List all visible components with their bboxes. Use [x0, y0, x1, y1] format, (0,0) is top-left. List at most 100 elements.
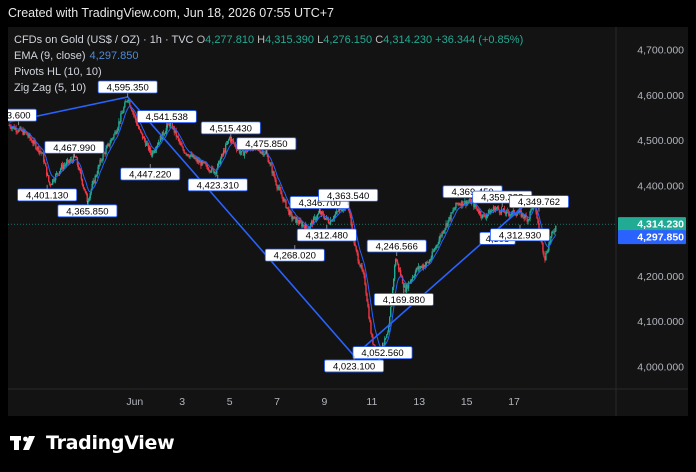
candle-body	[113, 134, 115, 138]
candle-body	[138, 128, 141, 130]
candle-body	[78, 168, 81, 170]
candle-body	[490, 210, 493, 212]
candle-body	[53, 180, 56, 182]
candle-body	[453, 209, 455, 211]
candle-body	[178, 138, 180, 142]
legend-ema-row[interactable]: EMA (9, close) 4,297.850	[14, 48, 523, 64]
candle-body	[261, 151, 263, 153]
candle-body	[386, 334, 388, 338]
pivot-label: 4,595.350	[97, 80, 158, 97]
candle-body	[226, 141, 229, 144]
legend-zigzag-row[interactable]: Zig Zag (5, 10)	[14, 80, 523, 96]
candle-body	[392, 278, 395, 288]
candle-body	[166, 124, 169, 129]
candle-body	[452, 210, 454, 213]
pivot-text: 4,365.850	[66, 206, 108, 217]
candle-body	[267, 155, 269, 162]
candle-body	[159, 135, 162, 143]
candle-body	[394, 259, 397, 266]
candle-body	[240, 150, 243, 153]
legend-high-label: H	[257, 34, 266, 46]
pivot-text: 4,447.220	[129, 170, 171, 181]
candle-body	[321, 211, 324, 214]
candle-body	[188, 155, 190, 158]
candle-body	[128, 100, 130, 101]
candle-body	[164, 132, 167, 134]
candle-body	[141, 133, 144, 139]
chart-area[interactable]: CFDs on Gold (US$ / OZ) · 1h · TVC O4,27…	[8, 27, 688, 416]
price-tag-text: 4,297.850	[637, 232, 684, 244]
candle-body	[460, 204, 462, 207]
candle-body	[200, 161, 202, 166]
candle-body	[108, 143, 110, 146]
candle-body	[543, 251, 545, 257]
candle-body	[482, 214, 485, 216]
candle-body	[49, 184, 52, 186]
candle-body	[105, 148, 107, 154]
candle-body	[389, 316, 391, 327]
candle-body	[229, 137, 232, 142]
x-tick-label: 11	[366, 396, 377, 408]
candle-body	[143, 137, 146, 141]
candle-body	[450, 212, 452, 220]
candle-body	[325, 216, 328, 219]
candle-body	[70, 159, 73, 161]
price-chart-svg[interactable]: 4,700.0004,600.0004,500.0004,400.0004,30…	[8, 27, 688, 416]
candle-body	[150, 152, 153, 156]
candle-body	[477, 211, 480, 214]
candle-body	[64, 164, 67, 166]
candle-body	[35, 142, 37, 149]
candle-body	[390, 306, 392, 317]
candle-body	[221, 154, 223, 159]
candle-body	[551, 232, 553, 237]
candle-body	[470, 199, 472, 204]
candle-body	[49, 181, 51, 185]
candle-body	[289, 210, 291, 215]
candle-body	[177, 136, 179, 139]
pivot-label: 4,363.540	[318, 188, 379, 206]
candle-body	[524, 214, 526, 219]
candle-body	[162, 131, 165, 135]
candle-body	[224, 144, 227, 153]
candle-body	[154, 149, 157, 152]
candle-body	[405, 284, 408, 292]
pivot-text: 4,475.850	[245, 139, 287, 150]
pivot-text: 4,359.388	[481, 193, 523, 204]
candle-body	[146, 143, 149, 145]
candle-body	[55, 172, 58, 175]
candle-body	[287, 207, 289, 209]
candle-body	[158, 142, 161, 144]
candle-body	[98, 165, 100, 167]
chart-legend: CFDs on Gold (US$ / OZ) · 1h · TVC O4,27…	[14, 32, 523, 96]
x-tick-label: 17	[508, 396, 520, 408]
candle-body	[29, 134, 31, 139]
candle-body	[462, 201, 464, 206]
candle-body	[331, 219, 334, 222]
legend-pivots-row[interactable]: Pivots HL (10, 10)	[14, 64, 523, 80]
candle-body	[334, 213, 337, 216]
candle-body	[426, 261, 428, 263]
candle-body	[491, 210, 494, 212]
y-tick-label: 4,200.000	[637, 271, 684, 283]
candle-body	[485, 215, 488, 218]
candle-body	[456, 202, 458, 204]
candle-body	[348, 207, 350, 212]
candle-body	[521, 213, 523, 217]
candle-body	[131, 108, 133, 112]
candle-body	[285, 200, 287, 208]
candle-body	[299, 220, 301, 224]
candle-body	[290, 210, 292, 214]
candle-body	[529, 211, 531, 219]
pivot-text: 4,595.350	[107, 82, 149, 93]
candle-body	[221, 154, 224, 155]
pivot-label: 4,312.930	[490, 224, 550, 241]
pivot-text: 4,246.566	[376, 241, 418, 252]
pivot-text: 4,023.100	[333, 361, 375, 372]
candle-body	[208, 169, 210, 171]
candle-body	[547, 250, 549, 253]
pivot-label: 4,423.310	[187, 174, 248, 191]
candle-body	[276, 184, 278, 189]
candle-body	[60, 164, 63, 169]
candle-body	[222, 150, 225, 155]
candle-body	[95, 175, 97, 177]
